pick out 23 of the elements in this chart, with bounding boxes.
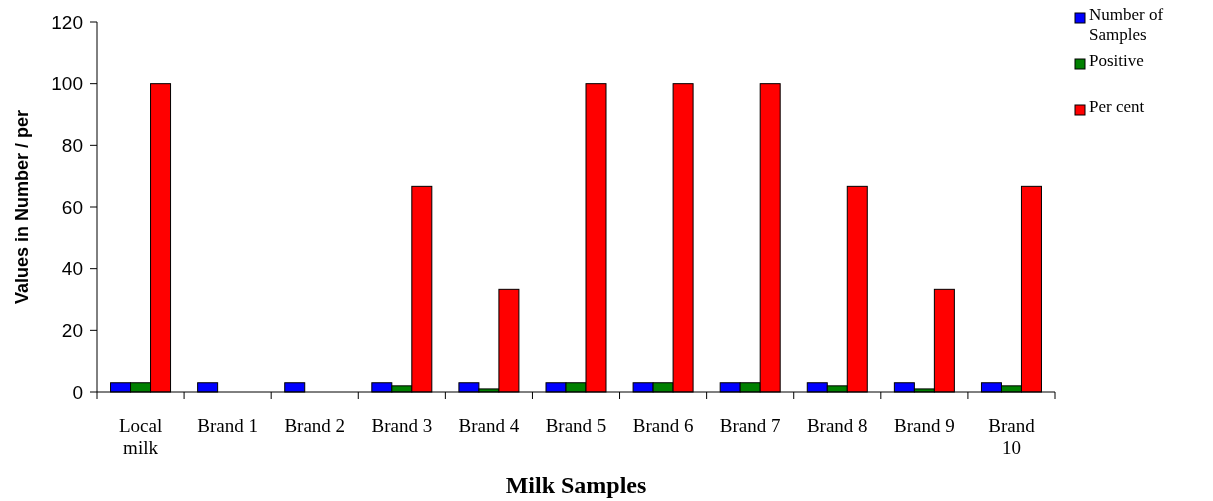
x-tick-label: Brand 1 (197, 415, 258, 436)
x-tick-label: Brand 10 (988, 415, 1036, 458)
y-tick-label: 40 (61, 258, 83, 280)
x-tick-label: Brand 5 (545, 415, 607, 436)
x-tick-label: Brand 2 (284, 415, 346, 436)
x-tick-label: Brand 3 (371, 415, 433, 436)
x-tick-label: Brand 4 (458, 415, 520, 436)
legend-label: Positive (1089, 51, 1144, 70)
legend-label: Number of Samples (1089, 5, 1164, 44)
y-tick-label: 100 (51, 73, 83, 95)
x-tick-label: Brand 7 (719, 415, 781, 436)
y-tick-label: 0 (72, 381, 83, 403)
x-tick-label: Local milk (118, 415, 163, 458)
x-tick-label: Brand 8 (806, 415, 868, 436)
y-tick-label: 80 (61, 134, 83, 156)
y-tick-label: 60 (61, 196, 83, 218)
y-axis-title: Values in Number / per (12, 109, 32, 305)
y-tick-label: 120 (51, 11, 83, 33)
y-tick-label: 20 (61, 319, 83, 341)
x-axis-title: Milk Samples (505, 472, 647, 498)
x-tick-label: Brand 9 (894, 415, 955, 436)
x-tick-label: Brand 6 (632, 415, 694, 436)
legend-label: Per cent (1089, 97, 1145, 116)
